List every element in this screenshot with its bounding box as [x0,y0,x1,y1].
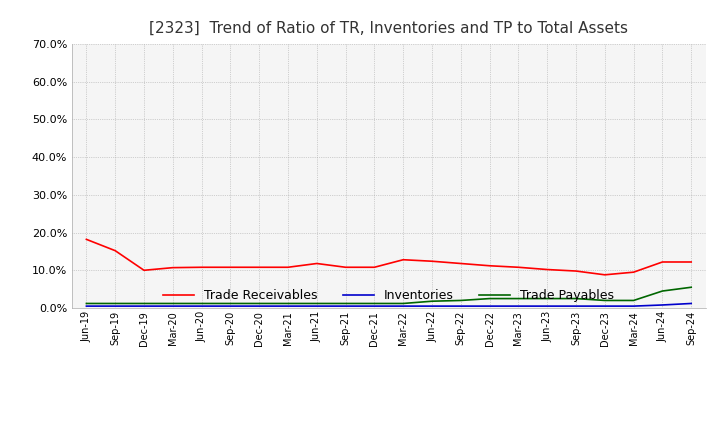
Inventories [284,304,292,309]
Trade Payables [168,301,177,306]
Inventories [341,304,350,309]
Trade Payables [456,298,465,303]
Inventories [485,304,494,309]
Trade Payables [312,301,321,306]
Trade Payables [82,301,91,306]
Trade Receivables [399,257,408,262]
Trade Receivables [226,264,235,270]
Inventories [428,304,436,309]
Trade Receivables [658,259,667,264]
Trade Receivables [572,268,580,274]
Inventories [370,304,379,309]
Trade Payables [514,296,523,301]
Trade Receivables [341,264,350,270]
Trade Receivables [284,264,292,270]
Inventories [140,304,148,309]
Trade Payables [485,296,494,301]
Inventories [82,304,91,309]
Trade Receivables [255,264,264,270]
Trade Payables [284,301,292,306]
Trade Receivables [168,265,177,270]
Trade Receivables [140,268,148,273]
Trade Payables [111,301,120,306]
Title: [2323]  Trend of Ratio of TR, Inventories and TP to Total Assets: [2323] Trend of Ratio of TR, Inventories… [149,21,629,36]
Trade Payables [543,296,552,301]
Inventories [168,304,177,309]
Trade Payables [572,296,580,301]
Trade Payables [140,301,148,306]
Trade Payables [629,298,638,303]
Trade Receivables [111,248,120,253]
Trade Receivables [456,261,465,266]
Legend: Trade Receivables, Inventories, Trade Payables: Trade Receivables, Inventories, Trade Pa… [158,284,619,307]
Trade Payables [399,301,408,306]
Trade Payables [341,301,350,306]
Inventories [312,304,321,309]
Trade Payables [370,301,379,306]
Inventories [111,304,120,309]
Trade Payables [428,299,436,304]
Trade Receivables [687,259,696,264]
Inventories [226,304,235,309]
Trade Receivables [197,264,206,270]
Inventories [572,304,580,309]
Trade Payables [687,285,696,290]
Inventories [629,304,638,309]
Trade Receivables [370,264,379,270]
Line: Inventories: Inventories [86,304,691,306]
Line: Trade Receivables: Trade Receivables [86,239,691,275]
Trade Payables [600,298,609,303]
Trade Receivables [485,263,494,268]
Trade Receivables [312,261,321,266]
Inventories [543,304,552,309]
Trade Receivables [600,272,609,278]
Trade Receivables [514,264,523,270]
Trade Payables [226,301,235,306]
Trade Receivables [629,270,638,275]
Trade Payables [255,301,264,306]
Inventories [687,301,696,306]
Trade Payables [658,288,667,293]
Inventories [399,304,408,309]
Line: Trade Payables: Trade Payables [86,287,691,304]
Trade Receivables [543,267,552,272]
Inventories [255,304,264,309]
Trade Receivables [82,237,91,242]
Inventories [514,304,523,309]
Trade Receivables [428,259,436,264]
Inventories [197,304,206,309]
Inventories [600,304,609,309]
Inventories [456,304,465,309]
Trade Payables [197,301,206,306]
Inventories [658,302,667,308]
